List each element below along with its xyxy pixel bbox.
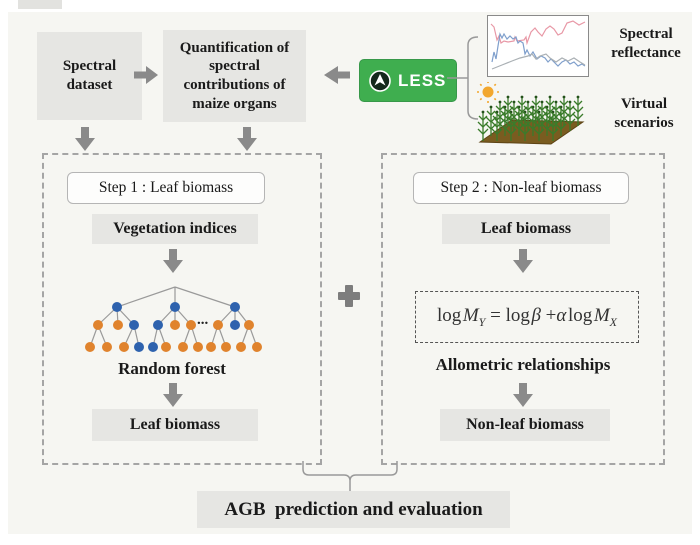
leaf-biomass-box-step1: Leaf biomass	[92, 409, 258, 441]
vegetation-indices-box: Vegetation indices	[92, 214, 258, 244]
arrow-down-icon	[163, 249, 183, 273]
allometric-formula: log MY = log β +α log MX	[436, 304, 618, 329]
agb-label: AGB prediction and evaluation	[224, 498, 483, 520]
arrow-down-icon	[513, 249, 533, 273]
random-forest-label: Random forest	[118, 359, 226, 378]
non-leaf-biomass-box: Non-leaf biomass	[440, 409, 610, 441]
plus-icon	[334, 281, 364, 316]
step1-title: Step 1 : Leaf biomass	[98, 179, 234, 196]
arrow-down-icon	[513, 383, 533, 407]
spectral-reflectance-label: Spectral reflectance	[611, 26, 681, 61]
less-software-badge: LESS	[359, 59, 457, 102]
step1-panel	[42, 153, 322, 465]
virtual-scenarios-label: Virtual scenarios	[614, 96, 674, 131]
quantification-box: Quantification of spectral contributions…	[163, 30, 306, 122]
agb-prediction-box: AGB prediction and evaluation	[197, 491, 510, 528]
spectral-dataset-box: Spectral dataset	[37, 32, 142, 120]
less-label: LESS	[398, 70, 447, 90]
arrow-down-icon	[237, 127, 257, 151]
spectral-dataset-label: Spectral dataset	[62, 58, 117, 93]
allometric-formula-box: log MY = log β +α log MX	[415, 291, 639, 343]
step2-title: Step 2 : Non-leaf biomass	[440, 179, 602, 196]
step2-panel	[381, 153, 665, 465]
cropped-artifact	[18, 0, 62, 9]
merge-brace	[295, 461, 410, 498]
step2-title-box: Step 2 : Non-leaf biomass	[413, 172, 629, 204]
arrow-left-icon	[324, 66, 350, 84]
random-forest-diagram: ...	[50, 280, 300, 365]
forest-ellipsis: ...	[197, 312, 209, 328]
arrow-down-icon	[75, 127, 95, 151]
virtual-scenario-illustration	[474, 81, 594, 151]
arrow-right-icon	[134, 66, 158, 84]
allometric-relationships-label: Allometric relationships	[435, 355, 611, 374]
arrow-down-icon	[163, 383, 183, 407]
sun-icon	[477, 81, 499, 103]
leaf-biomass-box-step2: Leaf biomass	[442, 214, 610, 244]
step1-title-box: Step 1 : Leaf biomass	[67, 172, 265, 204]
less-logo-icon	[368, 69, 392, 93]
quantification-label: Quantification of spectral contributions…	[179, 39, 290, 112]
spectral-reflectance-chart	[487, 15, 589, 77]
less-output-bracket	[447, 35, 487, 132]
